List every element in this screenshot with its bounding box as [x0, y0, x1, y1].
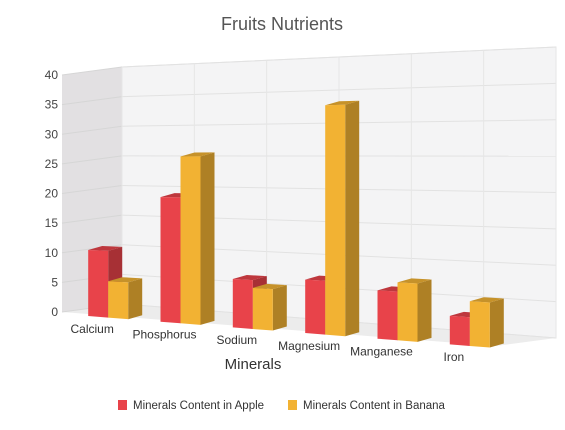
bar-banana-manganese — [397, 278, 432, 342]
grid-line-side — [61, 96, 123, 106]
bar-banana-calcium — [108, 277, 143, 320]
bar-side-face — [417, 279, 432, 342]
bar-front-face — [325, 104, 346, 337]
bar-side-face — [128, 278, 143, 320]
y-tick-label: 35 — [45, 98, 59, 112]
bar-front-face — [469, 301, 490, 348]
bar-top-face — [325, 100, 360, 106]
bar-front-face — [449, 315, 470, 346]
grid-line-side — [61, 155, 123, 165]
grid-line-side — [61, 214, 123, 224]
y-tick-label: 20 — [45, 187, 59, 201]
y-tick-label: 0 — [51, 305, 58, 319]
bar-top-face — [180, 152, 215, 157]
bar-top-face — [397, 278, 432, 284]
bar-banana-magnesium — [325, 100, 360, 337]
bar-banana-phosphorus — [180, 152, 215, 325]
y-tick-label: 15 — [45, 216, 59, 230]
y-axis-ticks: 0 5 10 15 20 25 30 35 40 — [45, 68, 59, 319]
bar-front-face — [377, 290, 398, 341]
bars — [88, 100, 504, 348]
bar-front-face — [88, 250, 109, 318]
bar-side-face — [345, 100, 360, 337]
bar-front-face — [108, 281, 129, 320]
bar-top-face — [252, 283, 287, 290]
grid-line-side — [61, 185, 123, 194]
bar-top-face — [232, 275, 267, 281]
bar-side-face — [200, 152, 215, 325]
bar-top-face — [88, 246, 123, 251]
bar-banana-iron — [469, 297, 504, 348]
legend-marker-banana — [288, 400, 297, 410]
bar-front-face — [397, 282, 418, 342]
legend-label-apple: Minerals Content in Apple — [133, 400, 264, 412]
x-tick-label-manganese: Manganese — [350, 345, 413, 359]
bar-top-face — [469, 297, 504, 303]
legend: Minerals Content in Apple Minerals Conten… — [118, 400, 446, 412]
x-tick-label-phosphorus: Phosphorus — [132, 328, 196, 342]
bar-side-face — [272, 285, 287, 331]
grid-line-side — [61, 244, 123, 254]
x-tick-label-sodium: Sodium — [216, 333, 257, 347]
bar-front-face — [160, 197, 181, 324]
x-tick-label-magnesium: Magnesium — [278, 339, 340, 353]
y-tick-label: 40 — [45, 68, 59, 82]
bar-front-face — [180, 156, 201, 325]
x-axis-categories: Calcium Phosphorus Sodium Magnesium Manganes… — [70, 322, 464, 364]
grid-line-side — [61, 66, 123, 76]
y-tick-label: 30 — [45, 127, 59, 141]
bar-top-face — [108, 277, 143, 283]
legend-marker-apple — [118, 400, 127, 410]
y-tick-label: 10 — [45, 246, 59, 260]
bar-side-face — [489, 298, 504, 348]
x-tick-label-iron: Iron — [443, 350, 464, 364]
chart-title: Fruits Nutrients — [221, 14, 343, 34]
legend-label-banana: Minerals Content in Banana — [303, 400, 446, 412]
grid-line-side — [61, 125, 123, 135]
x-axis-title: Minerals — [225, 356, 282, 373]
y-tick-label: 5 — [51, 275, 58, 289]
bar-front-face — [305, 279, 326, 335]
x-tick-label-calcium: Calcium — [70, 322, 113, 336]
bar-front-face — [232, 279, 253, 329]
bar-front-face — [252, 287, 273, 331]
bar-banana-sodium — [252, 283, 287, 331]
y-tick-label: 25 — [45, 157, 59, 171]
